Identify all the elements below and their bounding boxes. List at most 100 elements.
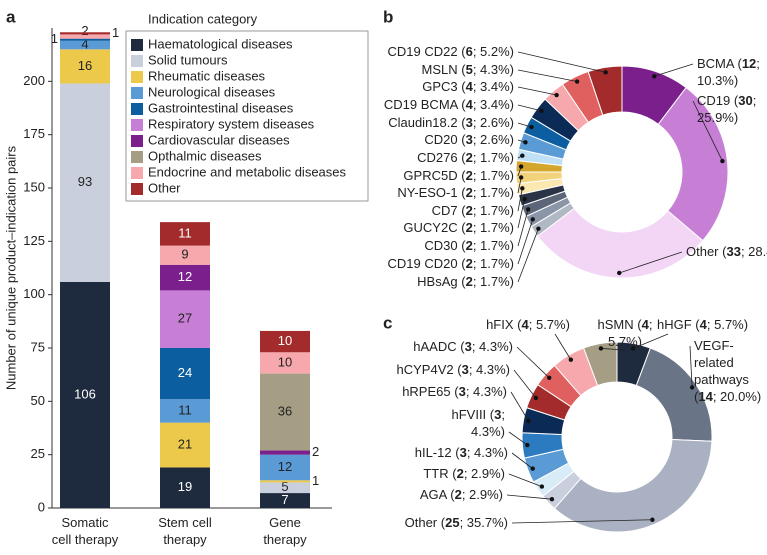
bar-value-label: 27 (178, 311, 192, 326)
leader-dot (650, 517, 655, 522)
bar-segment (160, 290, 210, 348)
bar-value-label: 2 (312, 444, 319, 459)
leader-dot (518, 175, 524, 180)
bar-segment (260, 450, 310, 455)
bar-segment (60, 32, 110, 35)
bar-value-label: 24 (178, 365, 192, 380)
leader-dot (598, 346, 604, 351)
donut-segment (635, 347, 713, 442)
donut-segment (657, 86, 729, 242)
y-tick-label: 175 (23, 126, 45, 141)
bar-value-label: 93 (78, 174, 92, 189)
y-tick-label: 125 (23, 233, 45, 248)
bar-segment (260, 373, 310, 451)
leader-line (554, 333, 572, 360)
legend-title: Indication category (148, 11, 258, 26)
leader-dot (630, 346, 636, 351)
leader-line (654, 63, 694, 77)
bar-segment (260, 493, 310, 508)
leader-dot (720, 158, 725, 164)
panel-label: c (383, 313, 392, 332)
leader-dot (525, 207, 531, 212)
legend-swatch (131, 71, 143, 83)
leader-line (517, 219, 534, 265)
bar-value-label: 5 (281, 479, 288, 494)
leader-dot (530, 217, 535, 222)
legend-swatch (131, 39, 143, 51)
leader-line (689, 345, 693, 388)
y-tick-label: 150 (23, 179, 45, 194)
leader-line (517, 122, 532, 128)
bar-segment (260, 330, 310, 353)
leader-line (508, 431, 528, 446)
bar-value-label: 11 (178, 225, 192, 240)
leader-dot (520, 186, 525, 191)
bar-value-label: 1 (312, 473, 319, 488)
legend-label: Cardiovascular diseases (148, 132, 290, 147)
bar-value-label: 21 (178, 437, 192, 452)
bar-segment (260, 482, 310, 494)
legend-label: Endocrine and metabolic diseases (148, 164, 347, 179)
bar-value-label: 4 (81, 37, 88, 52)
legend-swatch (131, 151, 143, 163)
bar-segment (160, 245, 210, 265)
leader-dot (617, 270, 622, 276)
leader-dot (652, 74, 657, 79)
leader-line (511, 452, 533, 469)
bar-value-label: 1 (51, 31, 58, 46)
leader-line (517, 228, 539, 283)
donut-segment (582, 341, 618, 387)
legend-label: Opthalmic diseases (148, 148, 262, 163)
bar-segment (260, 352, 310, 374)
leader-dot (536, 226, 541, 231)
bar-value-label: 12 (178, 269, 192, 284)
leader-dot (533, 395, 539, 401)
leader-dot (568, 357, 574, 362)
legend-swatch (131, 119, 143, 131)
leader-dot (530, 466, 535, 471)
legend-swatch (131, 103, 143, 115)
legend-swatch (131, 183, 143, 195)
bar-value-label: 9 (181, 247, 188, 262)
y-tick-label: 200 (23, 73, 45, 88)
leader-dot (526, 418, 531, 424)
bar-segment (160, 222, 210, 246)
legend-label: Haematological diseases (148, 36, 293, 51)
leader-dot (525, 442, 530, 448)
panel-label: a (6, 7, 16, 26)
bar-value-label: 11 (178, 402, 192, 417)
legend-box (125, 30, 369, 202)
leader-line (619, 251, 683, 274)
legend-label: Rheumatic diseases (148, 68, 266, 83)
legend-swatch (131, 87, 143, 99)
leader-line (508, 473, 543, 487)
bar-segment (160, 348, 210, 400)
leader-line (506, 494, 552, 500)
bar-value-label: 10 (278, 333, 292, 348)
legend-label: Neurological diseases (148, 84, 276, 99)
leader-line (516, 346, 550, 379)
leader-dot (539, 484, 545, 489)
y-axis-label: Number of unique product–indication pair… (3, 145, 18, 390)
bar-segment (60, 40, 110, 50)
leader-dot (523, 140, 528, 145)
leader-line (692, 100, 723, 162)
leader-dot (520, 153, 525, 158)
legend-label: Solid tumours (148, 52, 228, 67)
bar-segment (260, 480, 310, 483)
bar-segment (60, 281, 110, 508)
bar-segment (60, 34, 110, 39)
leader-line (632, 333, 669, 349)
leader-dot (603, 70, 608, 75)
legend-swatch (131, 55, 143, 67)
leader-line (517, 51, 606, 73)
legend-swatch (131, 167, 143, 179)
bar-segment (60, 38, 110, 41)
legend-swatch (131, 135, 143, 147)
donut-segment (587, 65, 623, 116)
bar-segment (160, 264, 210, 291)
panel-label: b (383, 7, 393, 26)
leader-line (517, 198, 526, 229)
donut-segment (536, 207, 704, 279)
bar-value-label: 106 (74, 386, 96, 401)
